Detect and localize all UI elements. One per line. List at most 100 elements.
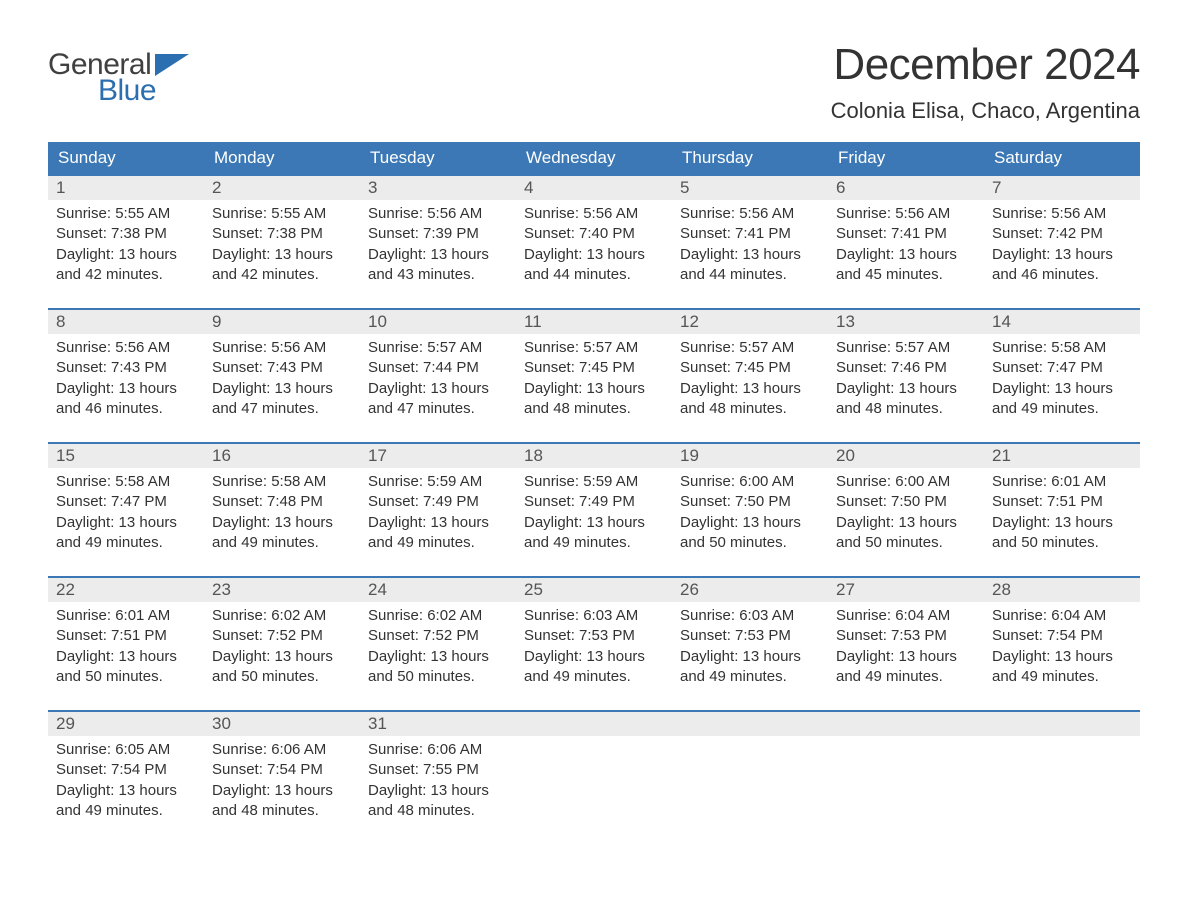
day-sunset: Sunset: 7:47 PM [56,492,196,512]
day-number: 30 [204,712,360,736]
day-sunrise: Sunrise: 5:56 AM [56,338,196,358]
day-data: Sunrise: 5:57 AMSunset: 7:44 PMDaylight:… [360,334,516,427]
calendar-day-cell: 16Sunrise: 5:58 AMSunset: 7:48 PMDayligh… [204,444,360,562]
day-daylight2: and 47 minutes. [212,399,352,419]
day-sunrise: Sunrise: 6:06 AM [212,740,352,760]
day-sunrise: Sunrise: 5:56 AM [368,204,508,224]
day-sunrise: Sunrise: 6:05 AM [56,740,196,760]
day-number: 13 [828,310,984,334]
day-data: Sunrise: 5:56 AMSunset: 7:41 PMDaylight:… [672,200,828,293]
day-sunrise: Sunrise: 5:56 AM [212,338,352,358]
day-daylight2: and 45 minutes. [836,265,976,285]
calendar-day-cell: 30Sunrise: 6:06 AMSunset: 7:54 PMDayligh… [204,712,360,830]
calendar-day-cell: 21Sunrise: 6:01 AMSunset: 7:51 PMDayligh… [984,444,1140,562]
day-daylight2: and 48 minutes. [212,801,352,821]
day-number: 3 [360,176,516,200]
calendar-week-row: 29Sunrise: 6:05 AMSunset: 7:54 PMDayligh… [48,710,1140,830]
day-sunrise: Sunrise: 6:06 AM [368,740,508,760]
day-data: Sunrise: 6:02 AMSunset: 7:52 PMDaylight:… [360,602,516,695]
day-sunset: Sunset: 7:48 PM [212,492,352,512]
day-daylight1: Daylight: 13 hours [368,781,508,801]
day-sunrise: Sunrise: 5:57 AM [524,338,664,358]
day-daylight1: Daylight: 13 hours [56,513,196,533]
day-data: Sunrise: 5:55 AMSunset: 7:38 PMDaylight:… [204,200,360,293]
day-number: 17 [360,444,516,468]
day-daylight1: Daylight: 13 hours [836,513,976,533]
day-sunrise: Sunrise: 5:58 AM [212,472,352,492]
day-data: Sunrise: 5:56 AMSunset: 7:43 PMDaylight:… [204,334,360,427]
day-sunset: Sunset: 7:53 PM [524,626,664,646]
day-daylight1: Daylight: 13 hours [56,245,196,265]
day-sunset: Sunset: 7:51 PM [992,492,1132,512]
day-sunset: Sunset: 7:52 PM [212,626,352,646]
day-number-empty [672,712,828,736]
day-header-saturday: Saturday [984,142,1140,174]
day-data: Sunrise: 5:56 AMSunset: 7:39 PMDaylight:… [360,200,516,293]
day-sunset: Sunset: 7:38 PM [56,224,196,244]
day-sunset: Sunset: 7:49 PM [524,492,664,512]
day-sunset: Sunset: 7:51 PM [56,626,196,646]
day-number: 22 [48,578,204,602]
day-sunset: Sunset: 7:39 PM [368,224,508,244]
calendar-day-cell: 18Sunrise: 5:59 AMSunset: 7:49 PMDayligh… [516,444,672,562]
calendar-day-cell: 7Sunrise: 5:56 AMSunset: 7:42 PMDaylight… [984,176,1140,294]
day-data: Sunrise: 6:00 AMSunset: 7:50 PMDaylight:… [672,468,828,561]
day-sunrise: Sunrise: 6:03 AM [680,606,820,626]
day-sunset: Sunset: 7:46 PM [836,358,976,378]
day-sunset: Sunset: 7:41 PM [836,224,976,244]
day-daylight1: Daylight: 13 hours [524,647,664,667]
day-header-row: Sunday Monday Tuesday Wednesday Thursday… [48,142,1140,174]
day-sunrise: Sunrise: 5:56 AM [836,204,976,224]
day-header-wednesday: Wednesday [516,142,672,174]
day-sunset: Sunset: 7:52 PM [368,626,508,646]
day-daylight1: Daylight: 13 hours [524,513,664,533]
calendar-day-cell: 11Sunrise: 5:57 AMSunset: 7:45 PMDayligh… [516,310,672,428]
calendar-day-cell [984,712,1140,830]
day-number: 28 [984,578,1140,602]
day-daylight2: and 48 minutes. [524,399,664,419]
calendar-week-row: 8Sunrise: 5:56 AMSunset: 7:43 PMDaylight… [48,308,1140,428]
day-daylight2: and 49 minutes. [212,533,352,553]
calendar-day-cell: 23Sunrise: 6:02 AMSunset: 7:52 PMDayligh… [204,578,360,696]
month-title: December 2024 [831,40,1140,90]
calendar-day-cell: 12Sunrise: 5:57 AMSunset: 7:45 PMDayligh… [672,310,828,428]
day-sunset: Sunset: 7:49 PM [368,492,508,512]
day-sunrise: Sunrise: 6:00 AM [836,472,976,492]
day-number: 10 [360,310,516,334]
day-daylight1: Daylight: 13 hours [836,379,976,399]
day-daylight2: and 49 minutes. [524,667,664,687]
day-number-empty [984,712,1140,736]
calendar-day-cell: 24Sunrise: 6:02 AMSunset: 7:52 PMDayligh… [360,578,516,696]
day-data: Sunrise: 6:05 AMSunset: 7:54 PMDaylight:… [48,736,204,829]
day-data: Sunrise: 6:04 AMSunset: 7:53 PMDaylight:… [828,602,984,695]
calendar-day-cell: 9Sunrise: 5:56 AMSunset: 7:43 PMDaylight… [204,310,360,428]
calendar-day-cell: 6Sunrise: 5:56 AMSunset: 7:41 PMDaylight… [828,176,984,294]
day-data: Sunrise: 6:01 AMSunset: 7:51 PMDaylight:… [48,602,204,695]
calendar-day-cell: 8Sunrise: 5:56 AMSunset: 7:43 PMDaylight… [48,310,204,428]
day-daylight2: and 49 minutes. [836,667,976,687]
day-sunrise: Sunrise: 5:59 AM [524,472,664,492]
calendar-day-cell: 5Sunrise: 5:56 AMSunset: 7:41 PMDaylight… [672,176,828,294]
day-number: 6 [828,176,984,200]
calendar-day-cell: 31Sunrise: 6:06 AMSunset: 7:55 PMDayligh… [360,712,516,830]
day-number: 21 [984,444,1140,468]
day-daylight2: and 50 minutes. [212,667,352,687]
day-sunrise: Sunrise: 5:55 AM [212,204,352,224]
day-data: Sunrise: 5:58 AMSunset: 7:47 PMDaylight:… [984,334,1140,427]
day-daylight1: Daylight: 13 hours [680,513,820,533]
day-data: Sunrise: 5:55 AMSunset: 7:38 PMDaylight:… [48,200,204,293]
day-number-empty [516,712,672,736]
day-data: Sunrise: 6:04 AMSunset: 7:54 PMDaylight:… [984,602,1140,695]
day-sunrise: Sunrise: 5:56 AM [524,204,664,224]
day-daylight2: and 48 minutes. [368,801,508,821]
day-daylight2: and 50 minutes. [680,533,820,553]
day-sunrise: Sunrise: 5:59 AM [368,472,508,492]
day-sunset: Sunset: 7:41 PM [680,224,820,244]
day-daylight2: and 50 minutes. [368,667,508,687]
day-daylight2: and 47 minutes. [368,399,508,419]
day-sunset: Sunset: 7:53 PM [836,626,976,646]
day-number: 19 [672,444,828,468]
calendar-week-row: 1Sunrise: 5:55 AMSunset: 7:38 PMDaylight… [48,174,1140,294]
day-daylight1: Daylight: 13 hours [212,513,352,533]
day-number: 23 [204,578,360,602]
